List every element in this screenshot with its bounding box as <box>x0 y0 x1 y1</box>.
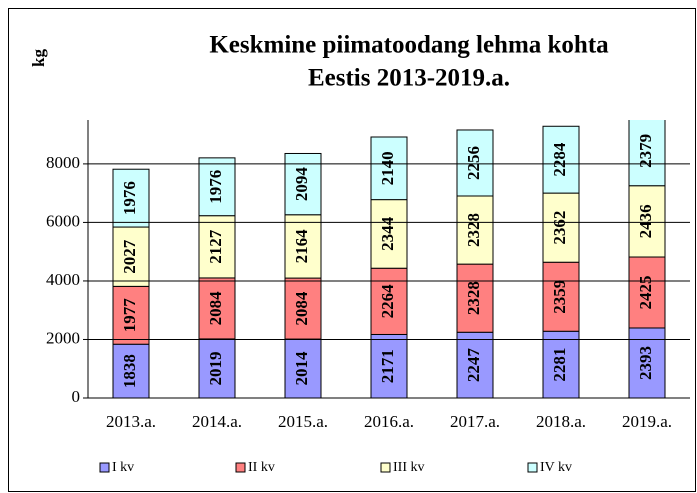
bar-segment <box>456 129 494 197</box>
legend-swatch <box>99 462 110 473</box>
value-label: 2328 <box>464 281 483 315</box>
value-label: 2379 <box>636 134 655 168</box>
legend-label: IV kv <box>540 460 572 475</box>
x-tick-label: 2016.a. <box>364 412 414 431</box>
bar-segment <box>628 256 666 329</box>
bar-segment <box>112 343 150 399</box>
value-label: 1838 <box>120 354 139 388</box>
bar-segment <box>542 192 580 263</box>
bar-segment <box>112 168 150 228</box>
x-tick-label: 2019.a. <box>622 412 672 431</box>
y-tick-label: 8000 <box>46 153 80 172</box>
y-tick-label: 0 <box>72 387 81 406</box>
legend-swatch <box>380 462 391 473</box>
legend-label: II kv <box>248 460 275 475</box>
value-label: 1976 <box>120 181 139 215</box>
value-label: 2284 <box>550 142 569 177</box>
x-tick-label: 2013.a. <box>106 412 156 431</box>
bar-segment <box>542 125 580 194</box>
x-tick-label: 2014.a. <box>192 412 242 431</box>
value-label: 2281 <box>550 348 569 382</box>
value-label: 1977 <box>120 298 139 333</box>
bar-segment <box>284 277 322 340</box>
bar-segment <box>628 120 666 187</box>
bar-segment <box>628 185 666 258</box>
value-label: 2264 <box>378 284 397 319</box>
chart-title: Eestis 2013-2019.a. <box>308 65 510 92</box>
bar-segment <box>542 261 580 332</box>
value-label: 1976 <box>206 170 225 204</box>
value-label: 2344 <box>378 216 397 251</box>
legend-label: III kv <box>393 460 425 475</box>
bar-segment <box>456 331 494 399</box>
legend-swatch <box>235 462 246 473</box>
y-axis-label: kg <box>29 49 48 67</box>
value-label: 2393 <box>636 346 655 380</box>
y-tick-label: 4000 <box>46 270 80 289</box>
bar-segment <box>198 157 236 217</box>
bar-segment <box>456 195 494 265</box>
legend-label: I kv <box>112 460 134 475</box>
value-label: 2019 <box>206 351 225 385</box>
value-label: 2171 <box>378 349 397 383</box>
x-tick-label: 2017.a. <box>450 412 500 431</box>
value-label: 2362 <box>550 211 569 245</box>
y-tick-label: 2000 <box>46 328 80 347</box>
value-label: 2359 <box>550 280 569 314</box>
bar-segment <box>198 215 236 279</box>
bar-segment <box>370 199 408 269</box>
value-label: 2425 <box>636 275 655 309</box>
bar-segment <box>198 277 236 340</box>
value-label: 2014 <box>292 351 311 386</box>
y-tick-label: 6000 <box>46 211 80 230</box>
chart-title: Keskmine piimatoodang lehma kohta <box>209 32 609 59</box>
value-label: 2328 <box>464 213 483 247</box>
value-label: 2084 <box>206 291 225 326</box>
value-label: 2436 <box>636 204 655 238</box>
value-label: 2247 <box>464 348 483 383</box>
bar-segment <box>112 226 150 287</box>
value-label: 2084 <box>292 291 311 326</box>
bar-segment <box>370 267 408 335</box>
x-tick-label: 2018.a. <box>536 412 586 431</box>
value-label: 2140 <box>378 151 397 185</box>
value-label: 2027 <box>120 239 139 274</box>
legend-swatch <box>527 462 538 473</box>
bars <box>112 120 666 399</box>
bar-segment <box>456 263 494 333</box>
bar-segment <box>198 338 236 399</box>
x-tick-label: 2015.a. <box>278 412 328 431</box>
bar-segment <box>370 136 408 201</box>
value-label: 2164 <box>292 229 311 264</box>
bar-segment <box>284 214 322 279</box>
value-label: 2256 <box>464 146 483 180</box>
value-label: 2094 <box>292 167 311 202</box>
bar-segment <box>284 338 322 399</box>
value-label: 2127 <box>206 229 225 264</box>
